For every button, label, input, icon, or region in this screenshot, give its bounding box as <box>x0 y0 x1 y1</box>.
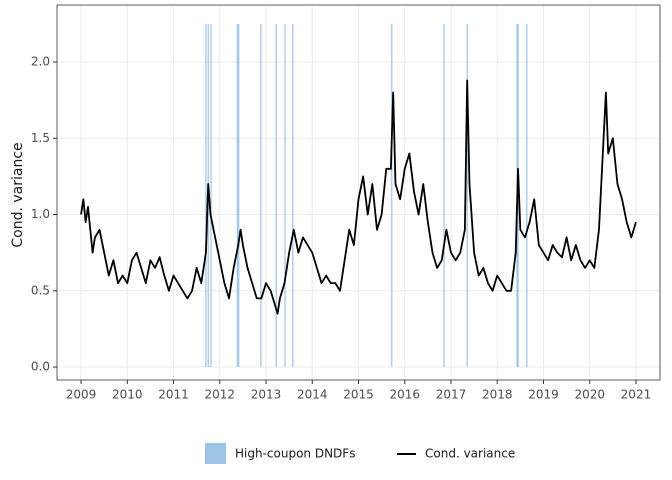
x-tick-label: 2019 <box>528 388 559 402</box>
y-tick-label: 1.5 <box>31 131 50 145</box>
y-tick-label: 1.0 <box>31 207 50 221</box>
y-tick-label: 0.5 <box>31 283 50 297</box>
x-tick-label: 2010 <box>112 388 143 402</box>
x-tick-label: 2013 <box>251 388 282 402</box>
legend-label: Cond. variance <box>425 447 515 461</box>
legend-swatch <box>205 443 226 464</box>
x-tick-label: 2021 <box>621 388 652 402</box>
x-tick-label: 2011 <box>158 388 189 402</box>
x-tick-label: 2012 <box>204 388 235 402</box>
x-tick-label: 2014 <box>297 388 328 402</box>
data-line <box>80 79 637 315</box>
x-tick-label: 2017 <box>436 388 467 402</box>
y-tick-label: 2.0 <box>31 55 50 69</box>
legend-label: High-coupon DNDFs <box>235 447 355 461</box>
x-tick-label: 2018 <box>482 388 513 402</box>
x-tick-label: 2009 <box>66 388 97 402</box>
x-tick-label: 2016 <box>389 388 420 402</box>
x-tick-label: 2015 <box>343 388 374 402</box>
panel-border <box>56 4 661 381</box>
x-tick-label: 2020 <box>574 388 605 402</box>
y-axis-label: Cond. variance <box>10 142 26 247</box>
y-tick-label: 0.0 <box>31 360 50 374</box>
